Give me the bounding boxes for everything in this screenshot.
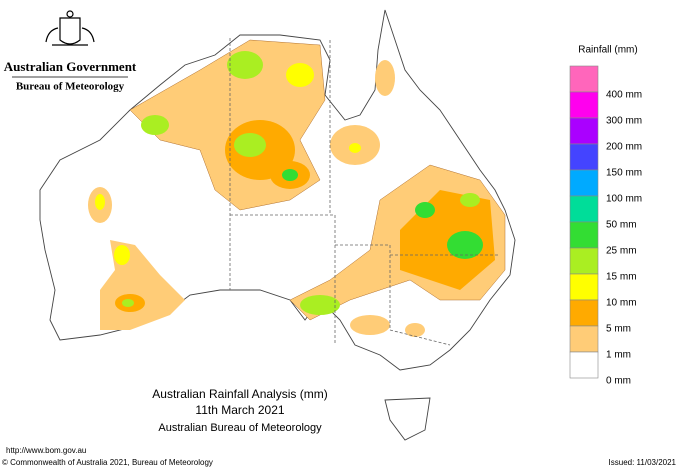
footer-url: http://www.bom.gov.au (6, 446, 86, 455)
legend-swatch (569, 325, 599, 353)
caption-source: Australian Bureau of Meteorology (158, 422, 322, 434)
footer-issued: Issued: 11/03/2021 (609, 458, 677, 467)
legend-label: 1 mm (606, 350, 631, 361)
legend-swatch (569, 91, 599, 119)
legend-swatch (569, 143, 599, 171)
legend-label: 300 mm (606, 116, 642, 127)
legend-swatch (569, 65, 599, 93)
legend-label: 25 mm (606, 246, 637, 257)
rain-areas (88, 39, 506, 337)
legend-label: 15 mm (606, 272, 637, 283)
tasmania (384, 397, 431, 441)
government-name: Australian Government (4, 59, 137, 74)
map (39, 9, 516, 441)
legend-swatch (569, 195, 599, 223)
legend-swatch (569, 247, 599, 275)
legend-label: 10 mm (606, 298, 637, 309)
legend-title: Rainfall (mm) (578, 45, 637, 56)
legend-label: 50 mm (606, 220, 637, 231)
legend-label: 400 mm (606, 90, 642, 101)
legend-swatch (569, 169, 599, 197)
legend-swatch (569, 221, 599, 249)
legend-swatch (569, 273, 599, 301)
legend-swatch (569, 299, 599, 327)
caption-date: 11th March 2021 (195, 403, 284, 417)
legend-label: 150 mm (606, 168, 642, 179)
legend-swatch (569, 351, 599, 379)
agency-name: Bureau of Meteorology (16, 81, 125, 93)
legend-label: 5 mm (606, 324, 631, 335)
legend-label: 200 mm (606, 142, 642, 153)
legend-swatch (569, 117, 599, 145)
state-borders (229, 38, 500, 346)
footer-copyright: © Commonwealth of Australia 2021, Bureau… (2, 458, 213, 467)
legend-label: 0 mm (606, 376, 631, 387)
legend: 400 mm 300 mm 200 mm 150 mm 100 mm 50 mm 25 mm… (569, 65, 642, 387)
crest (45, 10, 95, 46)
legend-label: 100 mm (606, 194, 642, 205)
caption-title: Australian Rainfall Analysis (mm) (152, 387, 327, 401)
